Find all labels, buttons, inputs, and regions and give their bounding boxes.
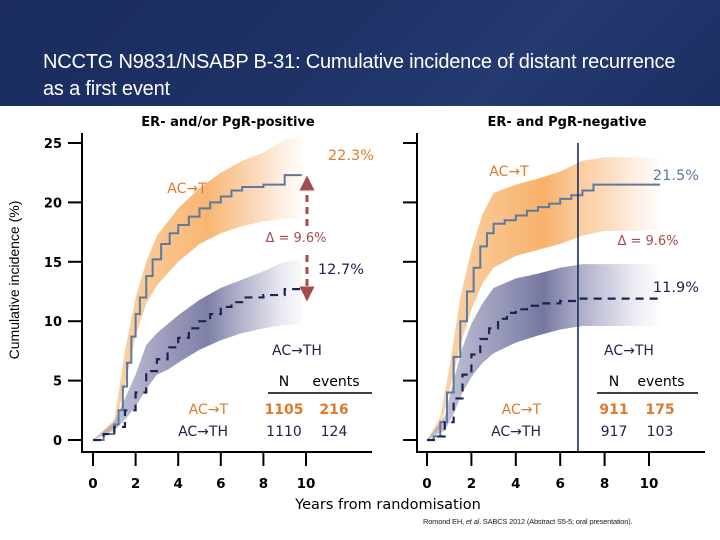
table-row-events: 175 <box>645 402 674 418</box>
slide-header: NCCTG N9831/NSABP B-31: Cumulative incid… <box>0 0 720 106</box>
delta-label: Δ = 9.6% <box>617 234 678 249</box>
table-row-events: 124 <box>321 424 348 440</box>
x-tick-label: 8 <box>600 476 609 492</box>
y-tick-label: 10 <box>44 315 62 330</box>
label-act: AC→T <box>489 164 529 180</box>
label-acth: AC→TH <box>604 343 654 359</box>
x-tick-label: 6 <box>216 476 225 492</box>
label-acth: AC→TH <box>272 343 322 359</box>
table-row-n: 917 <box>601 424 628 440</box>
table-row-arm: AC→T <box>189 402 229 418</box>
table-header-n: N <box>609 374 619 390</box>
table-header-events: events <box>637 374 684 390</box>
x-tick-label: 10 <box>640 476 659 492</box>
y-tick-label: 5 <box>53 375 62 390</box>
label-act: AC→T <box>167 181 207 197</box>
ci-band-acth <box>427 264 661 440</box>
end-label-act: 22.3% <box>328 148 374 164</box>
table-row-arm: AC→T <box>502 402 542 418</box>
end-label-act: 21.5% <box>653 168 699 184</box>
table-row-n: 911 <box>599 402 628 418</box>
citation: Romond EH, et al. SABCS 2012 (Abstract S… <box>423 517 633 526</box>
table-header-n: N <box>279 374 289 390</box>
slide-title: NCCTG N9831/NSABP B-31: Cumulative incid… <box>43 51 676 100</box>
table-header-events: events <box>312 374 359 390</box>
x-tick-label: 4 <box>511 476 520 492</box>
series-line-acth <box>427 297 661 442</box>
table-row-arm: AC→TH <box>178 424 228 440</box>
x-axis-label: Years from randomisation <box>294 497 481 513</box>
citation-authors: Romond EH, <box>423 517 466 526</box>
x-tick-label: 10 <box>297 476 316 492</box>
ci-band-acth <box>93 259 302 440</box>
table-row-n: 1110 <box>266 424 302 440</box>
delta-label: Δ = 9.6% <box>265 231 326 246</box>
y-tick-label: 25 <box>44 137 62 152</box>
panel-title: ER- and PgR-negative <box>487 115 646 130</box>
end-label-acth: 11.9% <box>653 280 699 296</box>
table-row-n: 1105 <box>265 402 304 418</box>
series-line-act <box>427 183 661 441</box>
panel-title: ER- and/or PgR-positive <box>141 115 315 130</box>
x-tick-label: 4 <box>173 476 182 492</box>
x-tick-label: 8 <box>259 476 268 492</box>
end-label-acth: 12.7% <box>318 262 364 278</box>
series-line-act <box>93 174 302 441</box>
x-tick-label: 2 <box>131 476 140 492</box>
panel-er-pgr-positive: ER- and/or PgR-positive 0 5 10 15 20 25 0 2 4 6 8 1… <box>44 115 374 492</box>
x-tick-label: 0 <box>88 476 97 492</box>
x-tick-label: 2 <box>467 476 476 492</box>
x-tick-label: 6 <box>555 476 564 492</box>
y-axis-label: Cumulative incidence (%) <box>6 201 22 360</box>
table-row-events: 216 <box>319 402 348 418</box>
table-row-arm: AC→TH <box>491 424 541 440</box>
x-tick-label: 0 <box>422 476 431 492</box>
y-tick-label: 20 <box>44 196 62 211</box>
table-row-events: 103 <box>647 424 674 440</box>
citation-et-al: et al <box>465 517 480 526</box>
ci-band-act <box>93 137 302 440</box>
ci-band-act <box>427 157 661 441</box>
y-tick-label: 15 <box>44 256 62 271</box>
y-tick-label: 0 <box>53 434 62 449</box>
panel-er-pgr-negative: ER- and PgR-negative 0 2 4 6 8 10 AC→T AC→TH Δ … <box>403 115 705 492</box>
citation-source: . SABCS 2012 (Abstract S5-5; oral presen… <box>479 517 633 526</box>
